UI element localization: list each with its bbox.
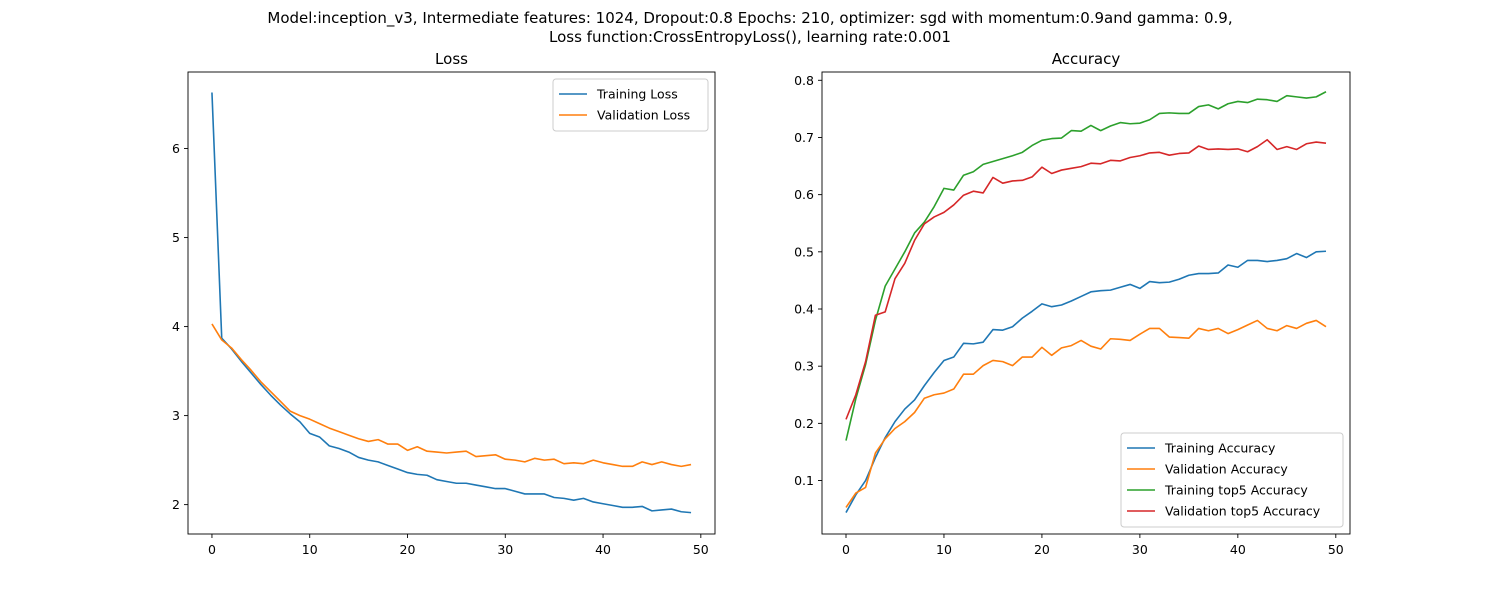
accuracy-xtick-label: 0 <box>842 542 850 557</box>
accuracy-ytick-label: 0.7 <box>794 130 814 145</box>
accuracy-xtick-label: 50 <box>1328 542 1344 557</box>
loss-xtick-label: 30 <box>497 542 513 557</box>
accuracy-series-training-top5-accuracy <box>845 91 1327 441</box>
loss-ytick-label: 4 <box>172 319 180 334</box>
loss-xtick-label: 40 <box>595 542 611 557</box>
accuracy-ytick-label: 0.3 <box>794 359 814 374</box>
accuracy-xtick-label: 30 <box>1132 542 1148 557</box>
loss-series-validation-loss <box>211 323 692 468</box>
loss-series-training-loss <box>211 92 692 514</box>
accuracy-series-validation-top5-accuracy <box>845 138 1327 420</box>
loss-legend: Training Loss Validation Loss <box>552 78 709 132</box>
accuracy-series-training-accuracy <box>845 250 1327 513</box>
accuracy-ytick-label: 0.5 <box>794 244 814 259</box>
accuracy-legend-label: Training Accuracy <box>1164 441 1276 456</box>
accuracy-ytick-label: 0.2 <box>794 416 814 431</box>
accuracy-legend: Training Accuracy Validation Accuracy Trai… <box>1120 432 1344 528</box>
accuracy-ytick-label: 0.8 <box>794 73 814 88</box>
accuracy-xtick-label: 40 <box>1230 542 1246 557</box>
loss-xtick-label: 50 <box>693 542 709 557</box>
accuracy-plot-frame <box>821 71 1351 535</box>
accuracy-ytick-label: 0.4 <box>794 302 814 317</box>
accuracy-series-validation-accuracy <box>845 319 1327 508</box>
accuracy-legend-label: Training top5 Accuracy <box>1164 483 1308 498</box>
loss-legend-label: Training Loss <box>596 87 678 102</box>
accuracy-legend-label: Validation Accuracy <box>1165 462 1288 477</box>
accuracy-xtick-label: 10 <box>936 542 952 557</box>
loss-chart: Loss 0 10 20 30 40 50 2 3 4 5 6 Training Loss Validat… <box>172 50 716 557</box>
accuracy-title: Accuracy <box>1052 50 1121 68</box>
loss-ytick-label: 3 <box>172 408 180 423</box>
loss-plot-frame <box>187 71 716 535</box>
loss-xtick-label: 0 <box>208 542 216 557</box>
figure-title: Model:inception_v3, Intermediate feature… <box>0 9 1500 47</box>
accuracy-xtick-label: 20 <box>1034 542 1050 557</box>
accuracy-legend-box <box>1120 432 1344 528</box>
accuracy-chart: Accuracy 0 10 20 30 40 50 0.1 0.2 0.3 0.4 0.5 0.6 0.7… <box>794 50 1351 557</box>
accuracy-ytick-label: 0.6 <box>794 187 814 202</box>
loss-title: Loss <box>435 50 468 68</box>
loss-xtick-label: 20 <box>400 542 416 557</box>
loss-legend-box <box>552 78 709 132</box>
loss-legend-label: Validation Loss <box>597 108 690 123</box>
accuracy-legend-label: Validation top5 Accuracy <box>1165 504 1321 519</box>
figure-title-line1: Model:inception_v3, Intermediate feature… <box>267 9 1233 27</box>
loss-xtick-label: 10 <box>302 542 318 557</box>
loss-ytick-label: 6 <box>172 141 180 156</box>
loss-ytick-label: 2 <box>172 497 180 512</box>
loss-ytick-label: 5 <box>172 230 180 245</box>
figure-title-line2: Loss function:CrossEntropyLoss(), learni… <box>549 28 951 46</box>
accuracy-ytick-label: 0.1 <box>794 473 814 488</box>
